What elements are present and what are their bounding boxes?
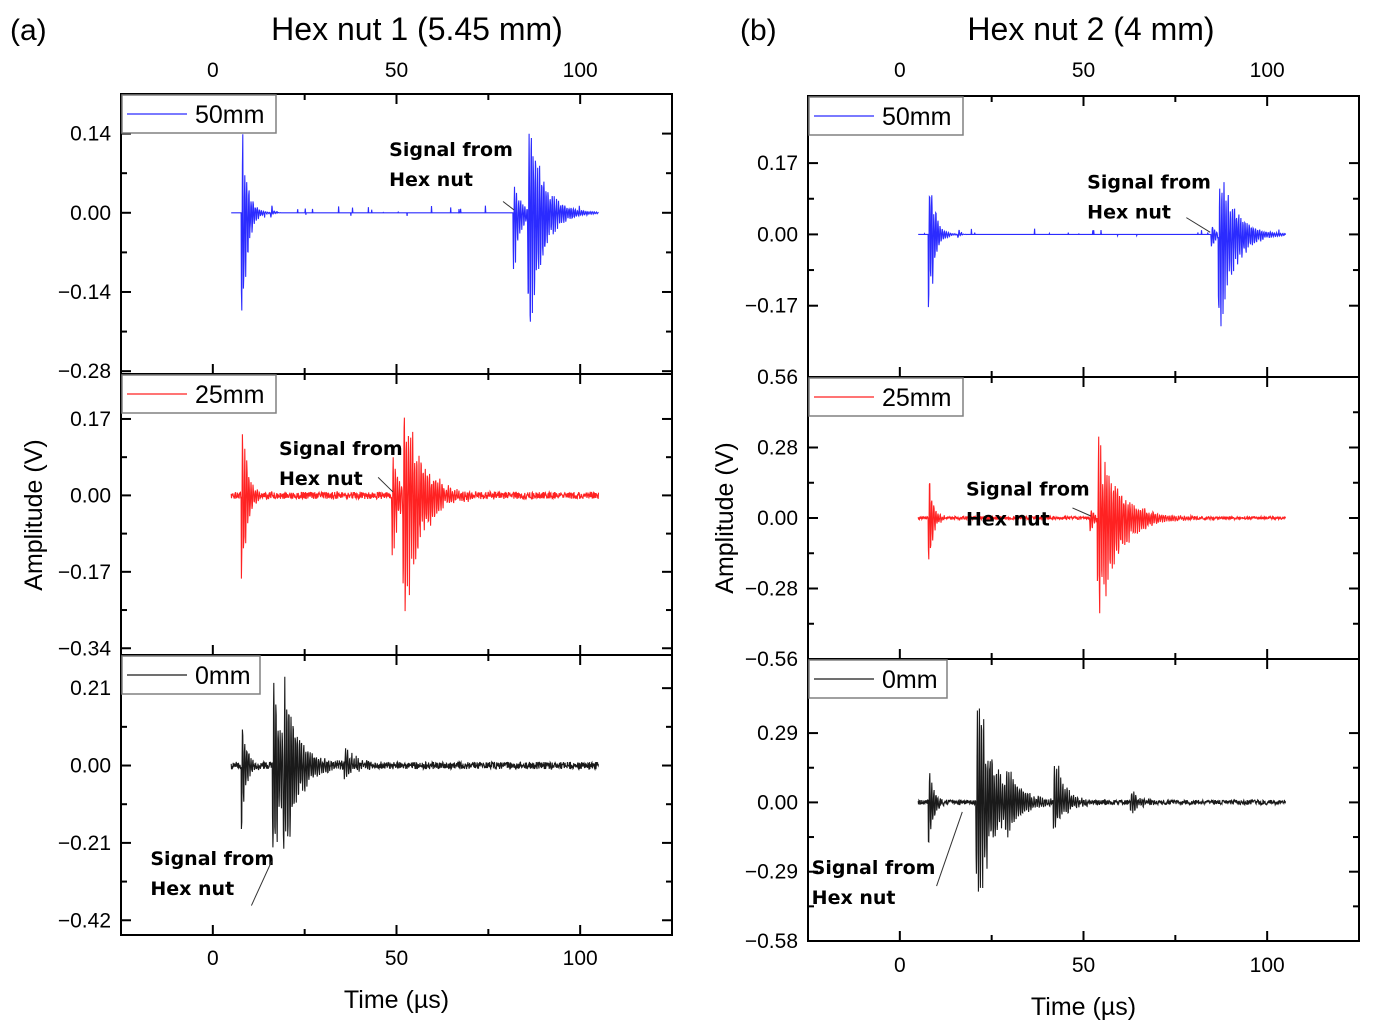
- top-x-tick-label: 100: [563, 59, 598, 82]
- top-x-tick-label: 50: [385, 59, 408, 82]
- legend-label: 0mm: [195, 662, 251, 690]
- x-axis-label: Time (µs): [1031, 993, 1136, 1021]
- annotation-text: Hex nut: [279, 468, 363, 490]
- y-tick-label: 0.17: [70, 408, 111, 431]
- y-tick-label: 0.28: [757, 437, 798, 460]
- legend: 0mm: [121, 655, 261, 695]
- y-tick-label: 0.00: [70, 755, 111, 778]
- top-x-tick-label: 0: [207, 59, 219, 82]
- y-axis-label: Amplitude (V): [711, 442, 739, 593]
- waveform-50mm: [918, 182, 1287, 327]
- y-tick-label: 0.00: [70, 202, 111, 225]
- y-tick-label: 0.17: [757, 152, 798, 175]
- annotation: Signal from Hex nut: [812, 811, 963, 909]
- annotation-text: Signal from: [389, 139, 513, 161]
- y-tick-label: −0.28: [58, 360, 111, 383]
- subplot-0mm: 0.29 0.00 −0.29 −0.58 0mm Signal from Hex nut: [745, 658, 1360, 953]
- subplot-50mm: 0.17 0.00 −0.17 50mm Signal from Hex nut: [745, 95, 1360, 378]
- subplot-0mm: 0.21 0.00 −0.21 −0.42 0mm Signal from Hex nut: [58, 654, 673, 936]
- y-tick-label: 0.14: [70, 123, 111, 146]
- annotation-text: Signal from: [279, 438, 403, 460]
- panel-title: Hex nut 2 (4 mm): [967, 11, 1214, 47]
- legend-label: 25mm: [882, 384, 951, 412]
- waveform-0mm: [230, 676, 600, 849]
- bottom-x-tick-label: 50: [385, 947, 408, 970]
- legend: 25mm: [808, 377, 964, 417]
- y-tick-label: −0.17: [58, 561, 111, 584]
- waveform-25mm: [917, 436, 1287, 614]
- panel-a: (a) Hex nut 1 (5.45 mm) 0 0 50 50 100 100 Time (…: [10, 11, 673, 1014]
- top-x-tick-label: 50: [1072, 59, 1095, 82]
- subplot-25mm: 0.56 0.28 0.00 −0.28 −0.56 25mm Signal from Hex…: [745, 366, 1360, 671]
- annotation-pointer: [1186, 217, 1211, 233]
- annotation: Signal from Hex nut: [279, 438, 403, 493]
- y-tick-label: −0.42: [58, 909, 111, 932]
- annotation-text: Signal from: [150, 848, 274, 870]
- subplot-50mm: 0.14 0.00 −0.14 −0.28 50mm Signal from Hex nut: [58, 93, 673, 383]
- annotation-text: Signal from: [966, 478, 1090, 500]
- legend-label: 50mm: [195, 101, 264, 129]
- annotation-text: Hex nut: [966, 508, 1050, 530]
- y-tick-label: −0.21: [58, 832, 111, 855]
- y-tick-label: −0.17: [745, 295, 798, 318]
- y-tick-label: −0.14: [58, 281, 111, 304]
- y-tick-label: −0.58: [745, 930, 798, 953]
- y-tick-label: −0.28: [745, 578, 798, 601]
- top-x-tick-label: 100: [1250, 59, 1285, 82]
- y-tick-label: 0.21: [70, 677, 111, 700]
- panel-label: (b): [740, 14, 777, 47]
- annotation-text: Hex nut: [1087, 201, 1171, 223]
- panel-label: (a): [10, 14, 47, 47]
- y-tick-label: 0.00: [757, 791, 798, 814]
- bottom-x-tick-label: 0: [207, 947, 219, 970]
- legend: 0mm: [808, 659, 948, 699]
- subplot-frame: [120, 654, 673, 936]
- legend-label: 25mm: [195, 381, 264, 409]
- y-tick-label: 0.29: [757, 722, 798, 745]
- legend-label: 0mm: [882, 666, 938, 694]
- annotation-pointer: [250, 861, 273, 906]
- y-tick-label: −0.29: [745, 861, 798, 884]
- bottom-x-tick-label: 0: [894, 954, 906, 977]
- y-tick-label: 0.00: [757, 223, 798, 246]
- annotation-pointer: [502, 201, 515, 211]
- legend: 50mm: [808, 96, 964, 136]
- top-x-tick-label: 0: [894, 59, 906, 82]
- panel-b: (b) Hex nut 2 (4 mm) 0 0 50 50 100 100 Time (µs)…: [711, 11, 1360, 1021]
- annotation-text: Signal from: [1087, 171, 1211, 193]
- annotation-pointer: [1072, 507, 1092, 517]
- legend-label: 50mm: [882, 103, 951, 131]
- y-tick-label: 0.00: [757, 507, 798, 530]
- panel-title: Hex nut 1 (5.45 mm): [271, 11, 563, 47]
- legend: 25mm: [121, 374, 277, 414]
- y-tick-label: −0.56: [745, 648, 798, 671]
- subplot-frame: [807, 95, 1360, 378]
- x-axis-label: Time (µs): [344, 986, 449, 1014]
- annotation: Signal from Hex nut: [1087, 171, 1211, 233]
- subplot-frame: [120, 93, 673, 375]
- annotation: Signal from Hex nut: [389, 139, 515, 211]
- annotation-pointer: [936, 811, 963, 887]
- y-tick-label: −0.34: [58, 637, 111, 660]
- bottom-x-tick-label: 100: [563, 947, 598, 970]
- annotation-text: Hex nut: [150, 878, 234, 900]
- waveform-0mm: [917, 708, 1287, 892]
- subplot-frame: [807, 658, 1360, 942]
- annotation-pointer: [377, 477, 394, 493]
- waveform-25mm: [230, 417, 600, 612]
- annotation-text: Signal from: [812, 857, 936, 879]
- bottom-x-tick-label: 50: [1072, 954, 1095, 977]
- legend: 50mm: [121, 94, 277, 134]
- subplot-25mm: 0.17 0.00 −0.17 −0.34 25mm Signal from Hex nut: [58, 373, 673, 660]
- waveform-50mm: [231, 133, 599, 322]
- y-tick-label: 0.00: [70, 484, 111, 507]
- bottom-x-tick-label: 100: [1250, 954, 1285, 977]
- annotation-text: Hex nut: [389, 169, 473, 191]
- y-tick-label: 0.56: [757, 366, 798, 389]
- annotation-text: Hex nut: [812, 887, 896, 909]
- annotation: Signal from Hex nut: [966, 478, 1092, 530]
- annotation: Signal from Hex nut: [150, 848, 274, 906]
- y-axis-label: Amplitude (V): [20, 439, 48, 590]
